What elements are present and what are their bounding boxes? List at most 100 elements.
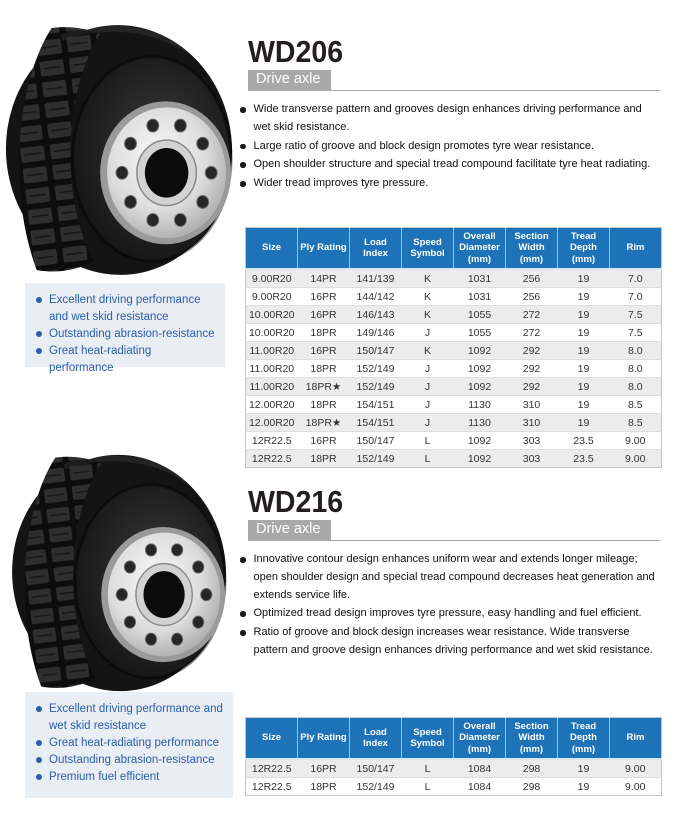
table-cell: 8.0 — [609, 341, 662, 360]
list-item: Outstanding abrasion-resistance — [36, 326, 217, 343]
table-cell: 19 — [557, 413, 610, 432]
list-item: Innovative contour design enhances unifo… — [239, 551, 659, 604]
list-item-text: Large ratio of groove and block design p… — [253, 139, 595, 152]
table-cell: L — [401, 777, 454, 796]
list-item-text: Great heat-radiating performance — [49, 737, 220, 750]
tire-photo-wd206 — [2, 22, 238, 278]
table-cell: 7.0 — [609, 287, 662, 306]
list-item: Wider tread improves tyre pressure. — [239, 175, 659, 193]
table-cell: 11.00R20 — [245, 341, 298, 360]
column-header: Tread Depth (mm) — [557, 717, 610, 760]
table-cell: 8.0 — [609, 359, 662, 378]
feature-list-wd216: Innovative contour design enhances unifo… — [239, 551, 659, 661]
tire-photo-wd216 — [2, 452, 238, 694]
table-cell: 1055 — [453, 305, 506, 324]
table-cell: 1055 — [453, 323, 506, 342]
table-row: 11.00R20 18PR 152/149 J 1092 292 19 8.0 — [245, 359, 662, 378]
spec-table-wd216: Size Ply Rating Load Index Speed Symbol Over… — [245, 717, 662, 797]
table-row: 10.00R20 16PR 146/143 K 1055 272 19 7.5 — [245, 305, 662, 324]
column-header: Section Width (mm) — [505, 717, 558, 760]
table-cell: 12R22.5 — [245, 449, 298, 468]
table-cell: 7.5 — [609, 323, 662, 342]
highlight-list-wd216: Excellent driving performance and wet sk… — [36, 701, 225, 786]
table-cell: 152/149 — [349, 359, 402, 378]
list-item: Large ratio of groove and block design p… — [239, 138, 659, 156]
table-cell: 19 — [557, 395, 610, 414]
list-item-text: Excellent driving performance and wet sk… — [49, 294, 201, 324]
bullet-icon — [36, 740, 42, 747]
table-cell: 16PR — [297, 287, 350, 306]
table-cell: 18PR — [297, 395, 350, 414]
table-cell: 1130 — [453, 395, 506, 414]
table-cell: 1092 — [453, 341, 506, 360]
table-cell: 16PR — [297, 305, 350, 324]
table-cell: 152/149 — [349, 377, 402, 396]
table-cell: 310 — [505, 395, 558, 414]
list-item: Open shoulder structure and special trea… — [239, 156, 659, 174]
list-item: Premium fuel efficient — [36, 769, 225, 786]
table-cell: 19 — [557, 287, 610, 306]
list-item: Optimized tread design improves tyre pre… — [239, 605, 659, 623]
table-cell: J — [401, 377, 454, 396]
table-cell: 256 — [505, 268, 558, 288]
table-cell: 8.5 — [609, 413, 662, 432]
table-row: 11.00R20 16PR 150/147 K 1092 292 19 8.0 — [245, 341, 662, 360]
column-header: Rim — [609, 227, 662, 270]
list-item-text: Excellent driving performance and wet sk… — [49, 703, 223, 733]
table-row: 9.00R20 16PR 144/142 K 1031 256 19 7.0 — [245, 287, 662, 306]
table-row: 12R22.5 18PR 152/149 L 1092 303 23.5 9.00 — [245, 449, 662, 468]
table-cell: 310 — [505, 413, 558, 432]
table-row: 9.00R20 14PR 141/139 K 1031 256 19 7.0 — [245, 268, 662, 288]
table-cell: 272 — [505, 305, 558, 324]
table-cell: 10.00R20 — [245, 305, 298, 324]
column-header: Overall Diameter (mm) — [453, 717, 506, 760]
list-item-text: Innovative contour design enhances unifo… — [253, 553, 655, 601]
table-cell: 1092 — [453, 431, 506, 450]
table-cell: L — [401, 431, 454, 450]
table-cell: 18PR★ — [297, 413, 350, 432]
table-cell: 19 — [557, 777, 610, 796]
table-row: 12R22.5 16PR 150/147 L 1092 303 23.5 9.00 — [245, 431, 662, 450]
divider-line — [331, 540, 660, 542]
table-cell: 298 — [505, 758, 558, 778]
table-cell: 149/146 — [349, 323, 402, 342]
column-header: Section Width (mm) — [505, 227, 558, 270]
column-header: Tread Depth (mm) — [557, 227, 610, 270]
table-cell: 298 — [505, 777, 558, 796]
axle-badge-row: Drive axle — [248, 520, 660, 542]
table-cell: 9.00R20 — [245, 287, 298, 306]
table-cell: 16PR — [297, 341, 350, 360]
bullet-icon — [240, 107, 246, 113]
model-title-wd206: WD206 — [248, 34, 344, 69]
table-cell: 9.00 — [609, 431, 662, 450]
list-item-text: Optimized tread design improves tyre pre… — [253, 607, 642, 620]
column-header: Ply Rating — [297, 717, 350, 760]
table-cell: 23.5 — [557, 431, 610, 450]
table-row: 12R22.5 18PR 152/149 L 1084 298 19 9.00 — [245, 777, 662, 796]
table-cell: 16PR — [297, 758, 350, 778]
bullet-icon — [240, 611, 246, 617]
table-cell: 12R22.5 — [245, 758, 298, 778]
table-cell: 9.00R20 — [245, 268, 298, 288]
drive-axle-badge: Drive axle — [248, 70, 332, 92]
list-item: Ratio of groove and block design increas… — [239, 624, 659, 660]
table-cell: 1031 — [453, 268, 506, 288]
table-cell: 19 — [557, 377, 610, 396]
table-cell: L — [401, 758, 454, 778]
divider-line — [331, 90, 660, 92]
table-cell: 1031 — [453, 287, 506, 306]
list-item: Outstanding abrasion-resistance — [36, 752, 225, 769]
highlight-list-wd206: Excellent driving performance and wet sk… — [36, 292, 217, 377]
table-cell: L — [401, 449, 454, 468]
table-cell: 18PR — [297, 449, 350, 468]
bullet-icon — [36, 297, 42, 303]
table-cell: 12.00R20 — [245, 395, 298, 414]
table-row: 10.00R20 18PR 149/146 J 1055 272 19 7.5 — [245, 323, 662, 342]
table-cell: 12R22.5 — [245, 431, 298, 450]
bullet-icon — [36, 706, 42, 712]
table-cell: 19 — [557, 359, 610, 378]
table-cell: 272 — [505, 323, 558, 342]
table-cell: 150/147 — [349, 758, 402, 778]
bullet-icon — [240, 181, 246, 187]
